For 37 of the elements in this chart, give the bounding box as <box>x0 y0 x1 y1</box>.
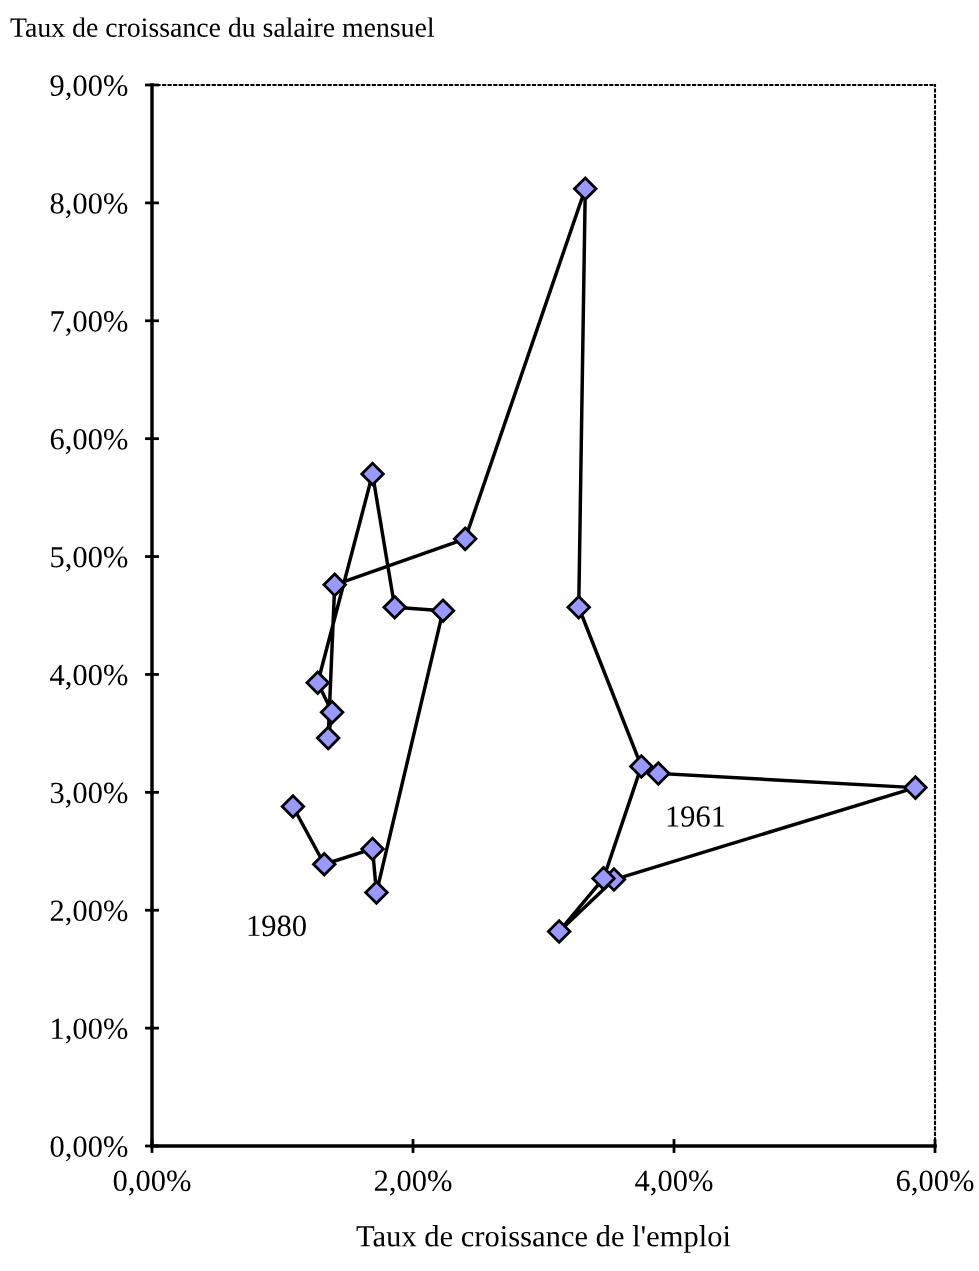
point <box>364 880 389 905</box>
point <box>382 595 407 620</box>
x-tick-label: 4,00% <box>635 1170 713 1196</box>
y-tick-label: 1,00% <box>52 1018 128 1044</box>
y-tick-label: 2,00% <box>50 900 128 926</box>
annotation: 1980 <box>248 915 306 937</box>
x-tick-label: 0,00% <box>113 1170 191 1196</box>
point <box>319 699 345 725</box>
point <box>646 761 671 786</box>
x-tick-label: 6,00% <box>896 1170 974 1196</box>
y-tick-label: 4,00% <box>50 664 128 690</box>
y-tick-label: 5,00% <box>51 546 128 572</box>
point <box>430 598 456 623</box>
point <box>315 725 341 751</box>
y-tick-label: 0,00% <box>50 1136 128 1162</box>
y-tick-label: 9,00% <box>50 75 128 101</box>
point <box>903 775 928 800</box>
point <box>312 852 337 877</box>
point <box>546 919 572 944</box>
point <box>360 461 385 487</box>
point <box>629 754 654 779</box>
y-tick-label: 3,00% <box>50 782 128 808</box>
y-tick-label: 8,00% <box>50 193 128 219</box>
point <box>566 595 591 620</box>
x-axis-title: Taux de croissance de l'emploi <box>356 1225 731 1253</box>
y-tick-label: 7,00% <box>51 311 128 337</box>
y-tick-label: 6,00% <box>50 428 128 454</box>
point <box>453 526 478 552</box>
point <box>322 572 347 598</box>
point <box>591 866 616 891</box>
point <box>280 794 306 819</box>
point <box>573 176 598 201</box>
point <box>360 836 385 862</box>
x-tick-label: 2,00% <box>374 1170 452 1196</box>
point <box>305 670 330 695</box>
annotation: 1961 <box>667 806 725 827</box>
y-axis-title: Taux de croissance du salaire mensuel <box>10 17 435 37</box>
